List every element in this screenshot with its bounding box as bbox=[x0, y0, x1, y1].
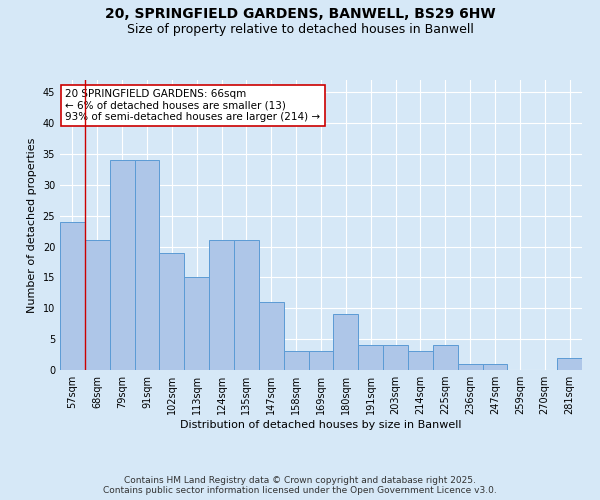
Bar bbox=[482, 364, 508, 370]
Text: Size of property relative to detached houses in Banwell: Size of property relative to detached ho… bbox=[127, 22, 473, 36]
Bar bbox=[234, 240, 259, 370]
Bar bbox=[308, 352, 334, 370]
Bar bbox=[259, 302, 284, 370]
Bar bbox=[184, 278, 209, 370]
Bar bbox=[433, 346, 458, 370]
Bar bbox=[85, 240, 110, 370]
Bar bbox=[110, 160, 134, 370]
Bar bbox=[60, 222, 85, 370]
Bar bbox=[160, 253, 184, 370]
Bar bbox=[134, 160, 160, 370]
Bar bbox=[408, 352, 433, 370]
Text: 20, SPRINGFIELD GARDENS, BANWELL, BS29 6HW: 20, SPRINGFIELD GARDENS, BANWELL, BS29 6… bbox=[104, 8, 496, 22]
X-axis label: Distribution of detached houses by size in Banwell: Distribution of detached houses by size … bbox=[180, 420, 462, 430]
Bar bbox=[458, 364, 482, 370]
Bar bbox=[358, 346, 383, 370]
Bar bbox=[383, 346, 408, 370]
Bar bbox=[284, 352, 308, 370]
Text: Contains HM Land Registry data © Crown copyright and database right 2025.
Contai: Contains HM Land Registry data © Crown c… bbox=[103, 476, 497, 495]
Bar bbox=[209, 240, 234, 370]
Y-axis label: Number of detached properties: Number of detached properties bbox=[27, 138, 37, 312]
Text: 20 SPRINGFIELD GARDENS: 66sqm
← 6% of detached houses are smaller (13)
93% of se: 20 SPRINGFIELD GARDENS: 66sqm ← 6% of de… bbox=[65, 88, 320, 122]
Bar bbox=[334, 314, 358, 370]
Bar bbox=[557, 358, 582, 370]
